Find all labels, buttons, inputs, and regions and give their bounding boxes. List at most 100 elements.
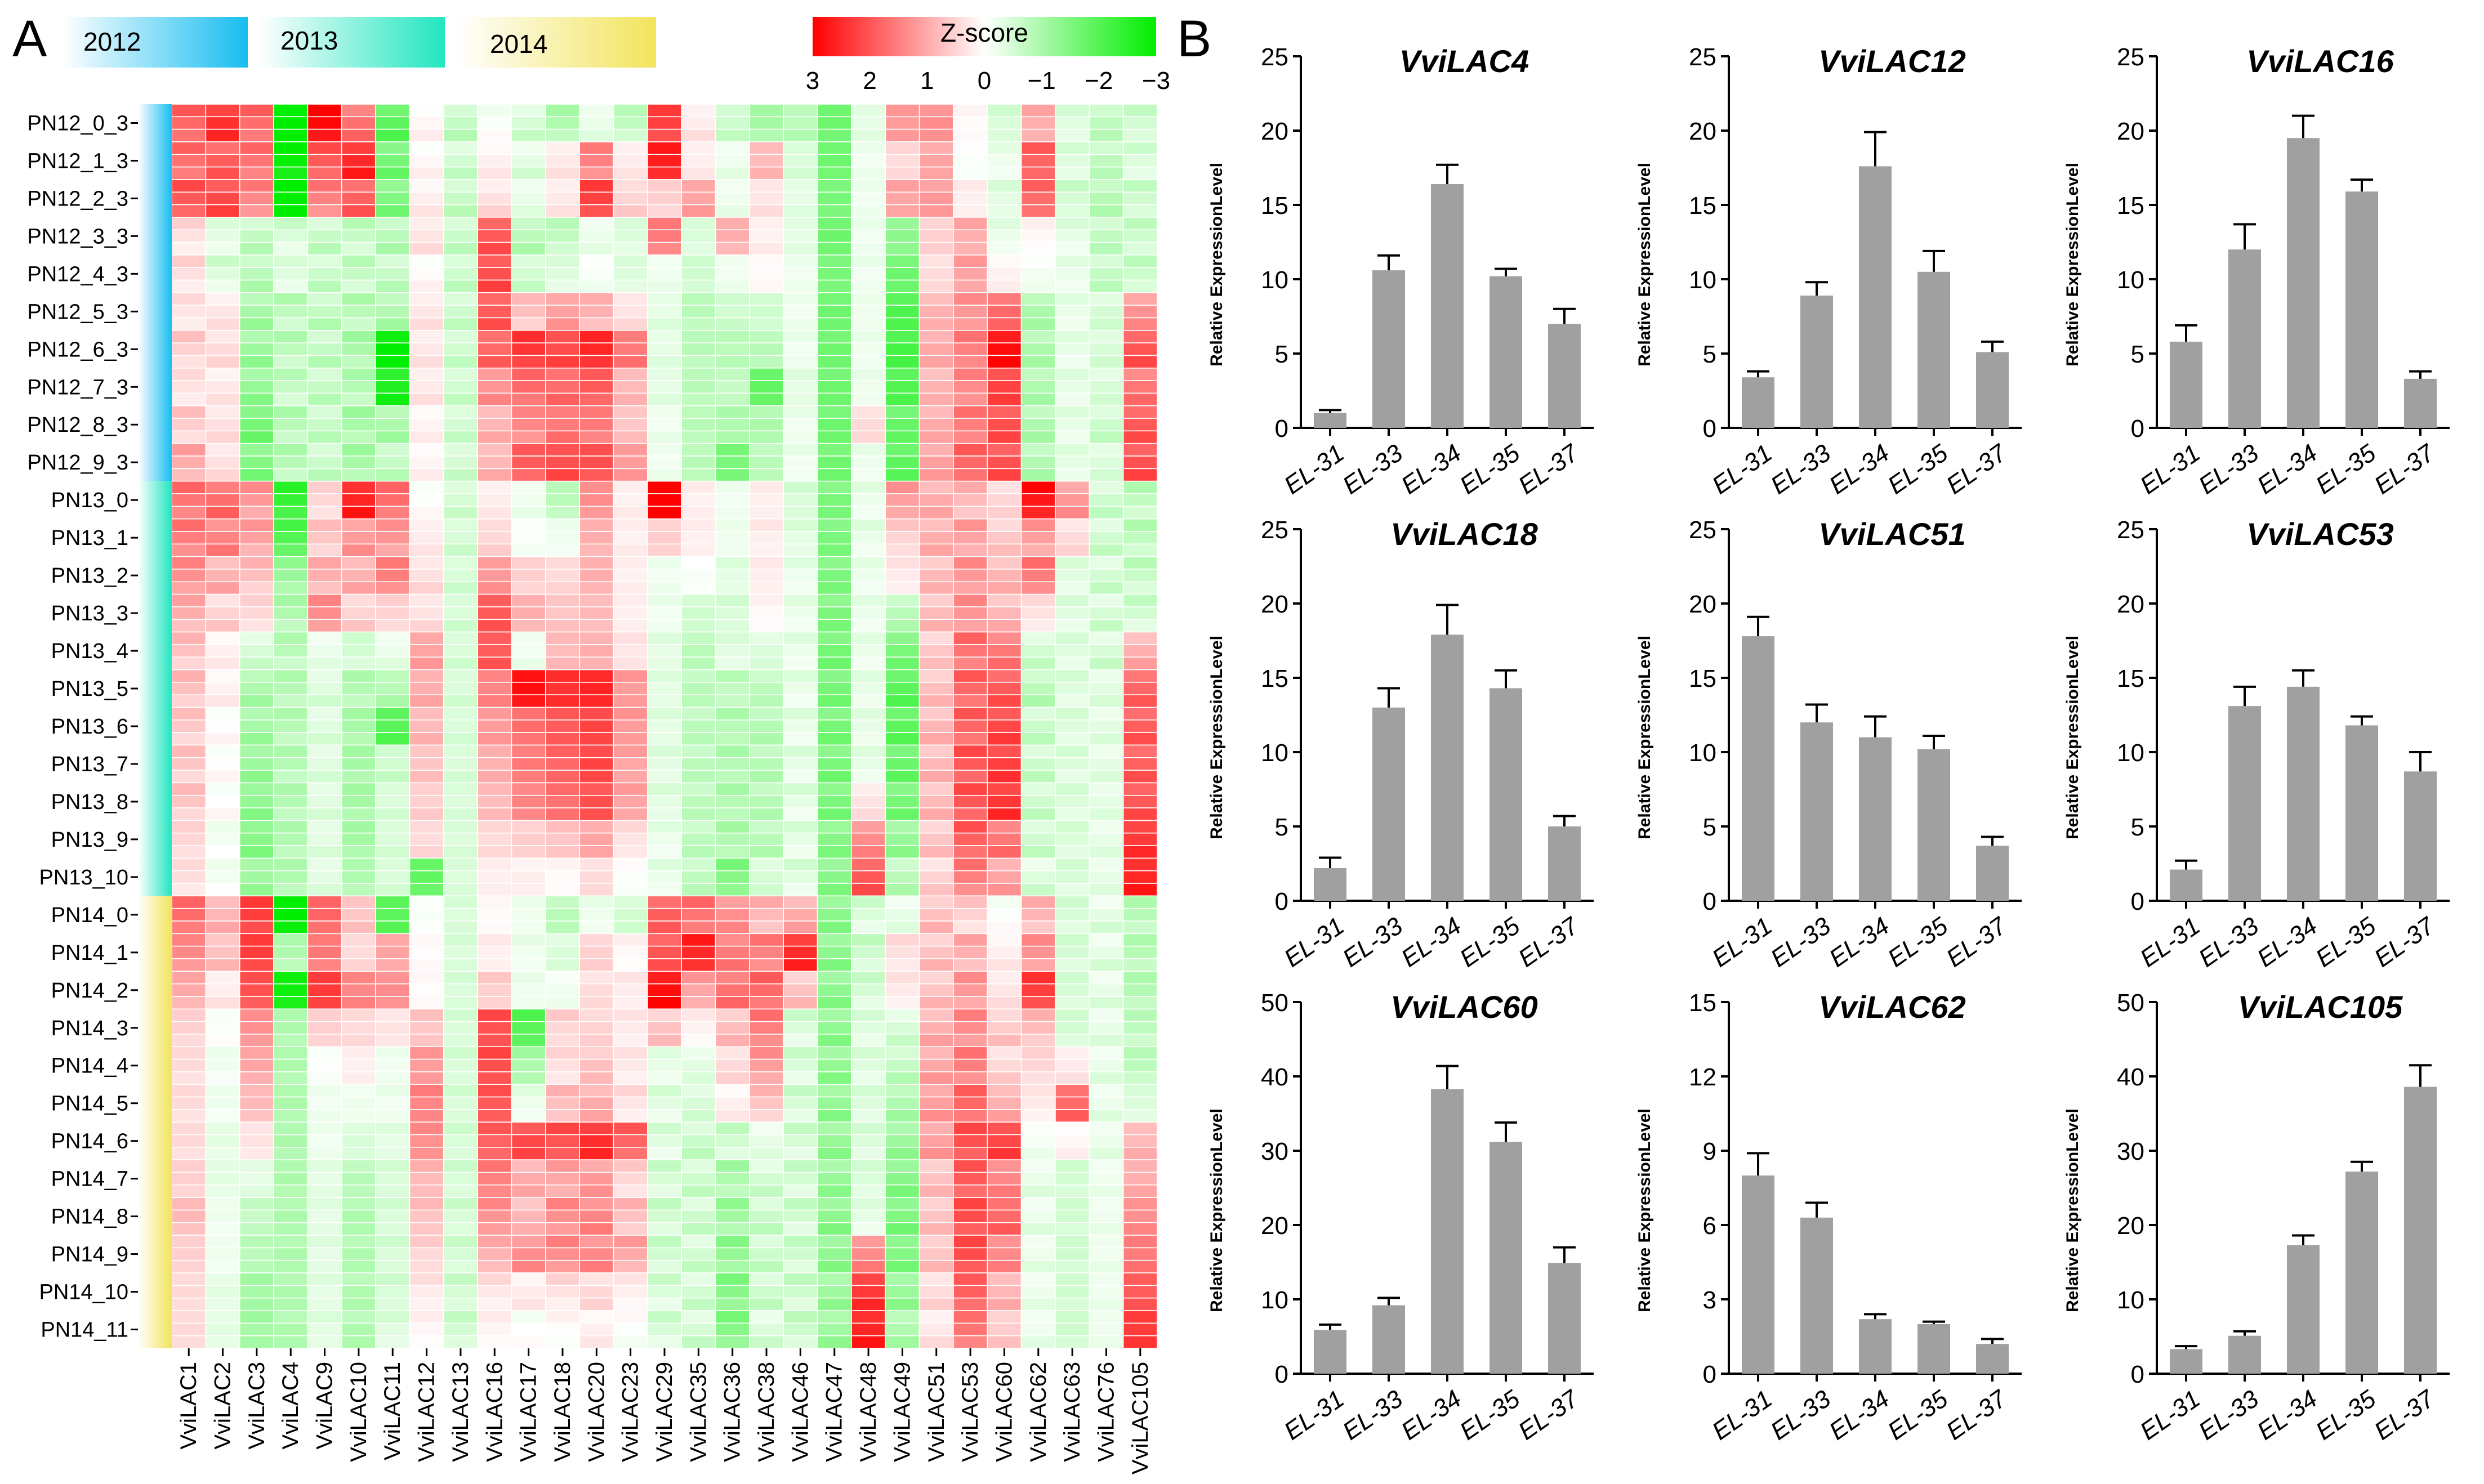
heatmap-cell — [477, 669, 512, 683]
heatmap-cell — [239, 1172, 274, 1186]
heatmap-cell — [817, 442, 852, 457]
heatmap-cell — [817, 1121, 852, 1136]
heatmap-cell — [511, 455, 546, 470]
heatmap-cell — [205, 1297, 240, 1311]
heatmap-cell — [647, 807, 682, 821]
zscore-legend: Z-score 3 2 1 0 −1 −2 −3 — [806, 17, 1170, 95]
heatmap-cell — [273, 845, 309, 859]
heatmap-cell — [341, 983, 376, 997]
heatmap-cell — [443, 1159, 478, 1173]
heatmap-cell — [341, 104, 376, 118]
heatmap-cell — [171, 179, 207, 193]
heatmap-cell — [987, 820, 1022, 834]
heatmap-cell — [953, 305, 988, 319]
heatmap-cell — [205, 518, 240, 532]
heatmap-cell — [171, 442, 207, 457]
heatmap-cell — [918, 154, 954, 168]
heatmap-cell — [681, 305, 716, 319]
heatmap-cell — [1055, 782, 1090, 796]
heatmap-cell — [1020, 468, 1056, 482]
heatmap-cell — [987, 1172, 1022, 1186]
heatmap-cell — [987, 166, 1022, 180]
heatmap-cell — [341, 1209, 376, 1223]
heatmap-cell — [239, 556, 274, 570]
heatmap-cell — [1020, 493, 1056, 507]
heatmap-cell — [1122, 593, 1158, 607]
heatmap-cell — [171, 1197, 207, 1211]
heatmap-cell — [783, 807, 818, 821]
heatmap-cell — [885, 442, 920, 457]
heatmap-cell — [953, 355, 988, 369]
heatmap-cell — [1020, 707, 1056, 721]
heatmap-cell — [307, 355, 342, 369]
y-tick-label: 20 — [2117, 1212, 2144, 1240]
heatmap-cell — [409, 644, 444, 658]
heatmap-cell — [171, 1259, 207, 1273]
heatmap-cell — [273, 807, 309, 821]
heatmap-cell — [953, 593, 988, 607]
heatmap-cell — [307, 128, 342, 142]
heatmap-cell — [1020, 971, 1056, 985]
heatmap-cell — [171, 744, 207, 758]
heatmap-cell — [918, 342, 954, 356]
heatmap-cell — [1055, 468, 1090, 482]
heatmap-cell — [1020, 1272, 1056, 1286]
heatmap-cell — [885, 104, 920, 118]
heatmap-cell — [953, 204, 988, 218]
heatmap-cell — [171, 1209, 207, 1223]
heatmap-cell — [1089, 468, 1124, 482]
heatmap-cell — [817, 342, 852, 356]
heatmap-cell — [273, 166, 309, 180]
heatmap-cell — [307, 166, 342, 180]
heatmap-cell — [375, 1197, 411, 1211]
y-tick-label: 3 — [1703, 1286, 1716, 1314]
heatmap-cell — [987, 719, 1022, 733]
heatmap-cell — [375, 418, 411, 432]
heatmap-cell — [511, 1259, 546, 1273]
heatmap-cell — [477, 1046, 512, 1060]
heatmap-cell — [1055, 154, 1090, 168]
heatmap-cell — [749, 380, 784, 394]
heatmap-cell — [953, 330, 988, 343]
heatmap-cell — [239, 682, 274, 695]
heatmap-cell — [613, 1247, 648, 1261]
y-tick-label: 10 — [1261, 1286, 1288, 1314]
heatmap-cell — [613, 1034, 648, 1048]
x-tick-label: EL-37 — [2369, 911, 2440, 972]
heatmap-cell — [647, 656, 682, 671]
heatmap-cell — [715, 392, 750, 406]
heatmap-cell — [1020, 933, 1056, 947]
heatmap-cell — [749, 1034, 784, 1048]
heatmap-cell — [1020, 141, 1056, 155]
heatmap-cell — [511, 166, 546, 180]
heatmap-cell — [681, 242, 716, 256]
heatmap-cell — [511, 631, 546, 645]
heatmap-cell — [749, 493, 784, 507]
heatmap-cell — [307, 305, 342, 319]
heatmap-cell — [205, 430, 240, 444]
row-group-bar — [138, 896, 172, 1348]
heatmap-cell — [375, 857, 411, 871]
heatmap-cell — [1122, 1159, 1158, 1173]
heatmap-cell — [953, 744, 988, 758]
heatmap-cell — [885, 908, 920, 922]
heatmap-cell — [613, 1058, 648, 1072]
heatmap-cell — [715, 782, 750, 796]
heatmap-cell — [851, 342, 886, 356]
heatmap-cell — [647, 405, 682, 419]
heatmap-cell — [953, 644, 988, 658]
heatmap-cell — [477, 1322, 512, 1337]
heatmap-cell — [681, 1310, 716, 1324]
heatmap-cell — [273, 1008, 309, 1022]
heatmap-cell — [477, 619, 512, 633]
heatmap-cell — [341, 1335, 376, 1349]
heatmap-cell — [885, 254, 920, 269]
heatmap-cell — [681, 644, 716, 658]
heatmap-cell — [443, 1272, 478, 1286]
heatmap-cell — [681, 581, 716, 595]
heatmap-cell — [749, 581, 784, 595]
heatmap-cell — [239, 983, 274, 997]
heatmap-cell — [953, 405, 988, 419]
heatmap-cell — [477, 455, 512, 470]
row-label: PN13_4 — [51, 640, 128, 663]
